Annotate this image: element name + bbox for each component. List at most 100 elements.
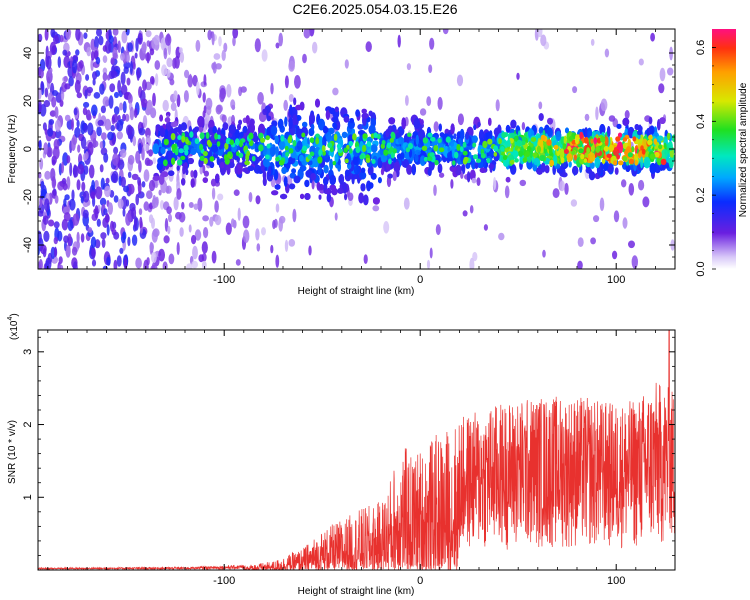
heatmap-cell xyxy=(589,152,596,162)
heatmap-cell xyxy=(143,169,150,182)
heatmap-cell xyxy=(537,29,543,38)
heatmap-cell xyxy=(151,217,155,229)
heatmap-cell xyxy=(510,119,517,129)
heatmap-cell xyxy=(76,179,81,191)
heatmap-cell xyxy=(563,148,569,154)
heatmap-cell xyxy=(83,101,90,108)
heatmap-cell xyxy=(571,150,576,155)
heatmap-cell xyxy=(296,140,303,151)
heatmap-cell xyxy=(516,72,520,80)
heatmap-cell xyxy=(148,179,156,192)
heatmap-cell xyxy=(278,160,285,166)
heatmap-cell xyxy=(488,117,492,126)
heatmap-cell xyxy=(579,131,584,140)
heatmap-cell xyxy=(99,197,107,206)
heatmap-cell xyxy=(141,41,147,54)
y-tick-label: 0 xyxy=(22,146,34,152)
heatmap-cell xyxy=(202,177,208,184)
heatmap-cell xyxy=(82,209,89,219)
heatmap-cell xyxy=(261,49,268,62)
heatmap-cell xyxy=(479,167,486,173)
heatmap-cell xyxy=(121,30,128,44)
heatmap-cell xyxy=(181,201,185,210)
heatmap-cell xyxy=(336,143,341,149)
heatmap-cell xyxy=(493,177,497,190)
heatmap-cell xyxy=(281,166,287,174)
heatmap-cell xyxy=(111,170,119,184)
heatmap-cell xyxy=(595,146,601,153)
heatmap-cell xyxy=(171,157,176,165)
heatmap-cell xyxy=(141,181,146,188)
heatmap-cell xyxy=(583,158,588,164)
heatmap-cell xyxy=(76,92,83,99)
heatmap-cell xyxy=(334,153,339,163)
heatmap-cell xyxy=(197,197,203,212)
heatmap-cell xyxy=(631,146,635,153)
heatmap-cell xyxy=(91,259,97,267)
heatmap-cell xyxy=(393,161,401,174)
heatmap-cell xyxy=(53,34,59,45)
heatmap-cell xyxy=(90,58,94,71)
heatmap-cell xyxy=(160,146,166,155)
heatmap-cell xyxy=(92,71,98,80)
heatmap-cell xyxy=(44,87,49,98)
heatmap-cell xyxy=(456,144,461,151)
heatmap-cell xyxy=(91,247,96,258)
heatmap-cell xyxy=(113,259,118,269)
colorbar-tick-label: 0.4 xyxy=(695,114,707,129)
heatmap-cell xyxy=(365,41,372,53)
colorbar-tick-label: 0.6 xyxy=(695,40,707,55)
heatmap-cell xyxy=(649,153,656,160)
snr-frame xyxy=(37,329,676,571)
heatmap-cell xyxy=(210,144,219,153)
heatmap-cell xyxy=(546,139,552,146)
snr-multiplier-base: (x10 xyxy=(9,320,20,340)
heatmap-cell xyxy=(604,48,610,58)
heatmap-cell xyxy=(622,217,628,229)
heatmap-cell xyxy=(343,147,348,153)
heatmap-cell xyxy=(400,152,405,160)
heatmap-cell xyxy=(59,34,64,43)
heatmap-cell xyxy=(251,155,256,162)
heatmap-cell xyxy=(329,107,336,115)
heatmap-cell xyxy=(616,144,622,150)
heatmap-cell xyxy=(168,253,175,265)
heatmap-cell xyxy=(613,210,620,223)
heatmap-cell xyxy=(69,162,73,177)
heatmap-cell xyxy=(269,146,276,157)
heatmap-cell xyxy=(238,140,243,148)
heatmap-cell xyxy=(312,41,318,54)
heatmap-cell xyxy=(372,205,380,212)
heatmap-cell xyxy=(391,132,396,140)
heatmap-cell xyxy=(272,219,276,230)
heatmap-cell xyxy=(84,89,88,99)
heatmap-cell xyxy=(472,154,479,160)
heatmap-cell xyxy=(190,170,194,178)
heatmap-cell xyxy=(39,58,46,72)
heatmap-cell xyxy=(124,113,130,122)
heatmap-cell xyxy=(363,254,368,264)
heatmap-cell xyxy=(232,29,239,39)
heatmap-cell xyxy=(257,92,264,105)
heatmap-cell xyxy=(106,256,111,266)
heatmap-cell xyxy=(113,195,119,203)
heatmap-cell xyxy=(317,156,323,164)
heatmap-cell xyxy=(405,147,410,153)
heatmap-cell xyxy=(288,94,294,102)
heatmap-cell xyxy=(206,139,211,146)
heatmap-cell xyxy=(126,124,133,136)
heatmap-cell xyxy=(110,220,114,232)
heatmap-cell xyxy=(172,57,177,69)
heatmap-cell xyxy=(197,116,205,128)
heatmap-cell xyxy=(311,179,315,190)
heatmap-cell xyxy=(161,64,168,76)
heatmap-cell xyxy=(65,29,71,40)
heatmap-cell xyxy=(188,202,194,208)
heatmap-cell xyxy=(284,116,288,127)
heatmap-cell xyxy=(245,115,250,125)
heatmap-cell xyxy=(193,203,199,210)
x-tick-label: 100 xyxy=(607,575,625,587)
x-tick-label: 0 xyxy=(417,274,423,286)
heatmap-cell xyxy=(429,37,435,50)
heatmap-cell xyxy=(288,60,295,72)
